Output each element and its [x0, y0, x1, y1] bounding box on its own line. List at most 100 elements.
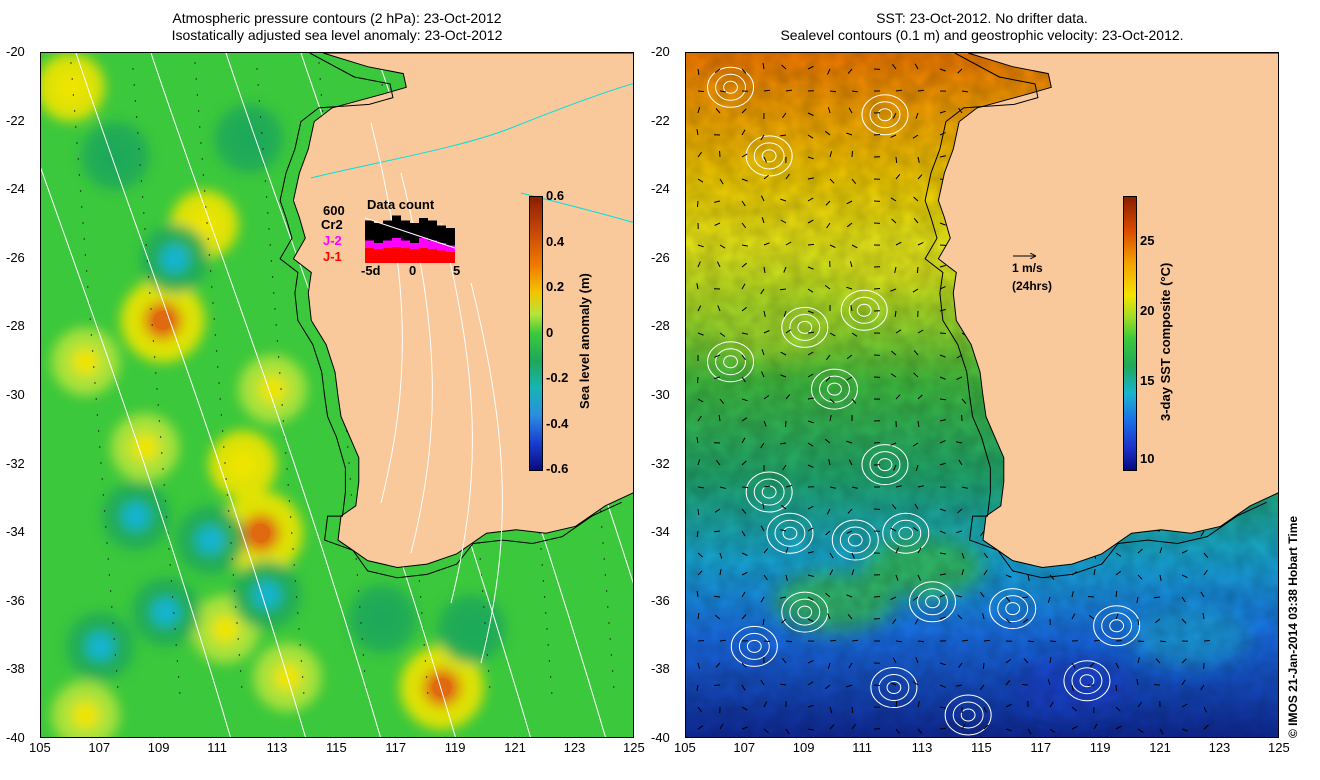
right-lat-tick-10: -40 [651, 730, 670, 745]
sea-level-eddy-14-20 [989, 588, 1037, 630]
sea-level-eddy-11-20 [730, 625, 778, 667]
right-lat-tick-7: -34 [651, 524, 670, 540]
velocity-legend-speed: 1 m/s [1012, 261, 1043, 275]
sla-colorbar-tick-1: 0.4 [546, 233, 565, 249]
sea-level-anomaly-canvas [41, 53, 633, 737]
sea-level-eddy-1-20 [861, 94, 909, 136]
left-lon-tick-9: 123 [563, 740, 586, 755]
data-count-x-end: 5 [453, 263, 461, 278]
right-lon-tick-10: 125 [1268, 740, 1290, 755]
data-count-x-start: -5d [361, 263, 381, 278]
left-lat-tick-6: -32 [6, 455, 25, 471]
sea-level-eddy-8-20 [831, 519, 879, 561]
sea-level-eddy-8-6 [847, 533, 863, 547]
right-lat-tick-2: -24 [651, 181, 670, 197]
right-lat-tick-8: -36 [651, 592, 670, 608]
data-count-title: Data count [367, 197, 435, 212]
sla-core-7 [258, 374, 287, 404]
right-lat-tick-5: -30 [651, 387, 670, 402]
sea-level-eddy-13-6 [1079, 674, 1095, 688]
sea-level-eddy-14-13 [997, 595, 1029, 623]
sst-canvas [686, 53, 1278, 737]
right-lon-tick-5: 115 [971, 740, 992, 755]
data-count-inset: Data count 600 Cr2 J-2 J-1 -5d 0 5 [319, 193, 469, 283]
sea-level-eddy-12-20 [909, 581, 957, 623]
left-lon-tick-7: 119 [444, 740, 466, 755]
sea-level-eddy-5-13 [819, 375, 850, 403]
data-count-max-label: 600 [323, 203, 345, 218]
right-lat-tick-3: -26 [651, 249, 670, 265]
sea-level-eddy-13-20 [1063, 660, 1111, 702]
sea-level-eddy-15-13 [1101, 612, 1133, 640]
sea-level-eddy-16-20 [861, 444, 909, 486]
right-lon-tick-0: 105 [674, 740, 696, 755]
left-lat-tick-1: -22 [6, 112, 25, 128]
count-bar-j1-6 [419, 248, 428, 263]
left-title-line1: Atmospheric pressure contours (2 hPa): 2… [172, 10, 502, 26]
sea-level-eddy-6-6 [723, 355, 738, 369]
pressure-contour-0 [41, 167, 231, 737]
sea-level-eddy-4-20 [840, 289, 888, 331]
sla-colorbar-tick-6: -0.6 [546, 461, 569, 476]
sea-level-eddy-19-6 [960, 708, 976, 722]
sea-level-eddy-19-13 [952, 701, 984, 729]
sla-core-16 [151, 597, 181, 627]
sla-colorbar [529, 196, 543, 471]
sla-feature-3 [41, 53, 105, 122]
australia-land-sst [937, 53, 1278, 569]
count-trend-line [365, 217, 456, 249]
sea-level-eddy-5-20 [811, 368, 858, 410]
sla-colorbar-tick-4: -0.2 [546, 370, 569, 385]
left-lat-tick-3: -26 [6, 249, 25, 265]
sla-core-12 [160, 244, 189, 274]
count-bar-j1-7 [428, 249, 437, 263]
sea-level-eddy-6-20 [707, 341, 755, 383]
sea-level-eddy-4-6 [856, 303, 872, 317]
sla-center-2 [432, 678, 452, 698]
series-label-cr2: Cr2 [321, 217, 343, 232]
left-lon-tick-1: 107 [88, 740, 111, 755]
right-lat-tick-0: -20 [651, 44, 670, 59]
right-lat-tick-9: -38 [651, 661, 670, 677]
sla-core-20 [368, 604, 397, 634]
sla-center-0 [153, 311, 173, 331]
count-bar-j1-2 [383, 248, 392, 263]
sea-level-eddy-16-13 [869, 451, 901, 479]
count-bar-j1-4 [401, 248, 410, 263]
sea-level-eddy-14-6 [1005, 602, 1021, 616]
left-lat-tick-2: -24 [6, 181, 25, 197]
sea-level-eddy-2-20 [745, 135, 793, 177]
cyan-boundary-1 [310, 83, 633, 179]
sea-level-eddy-10-6 [797, 605, 813, 619]
right-lat-tick-6: -32 [651, 455, 670, 471]
land-contour-0 [370, 122, 403, 504]
sea-level-eddy-11-13 [738, 632, 770, 660]
left-lon-tick-4: 113 [266, 740, 288, 755]
right-lon-tick-1: 107 [733, 740, 756, 755]
left-lon-tick-2: 109 [147, 740, 170, 755]
sst-colorbar [1123, 196, 1137, 471]
sea-level-eddy-0-20 [707, 66, 755, 108]
sea-level-eddy-9-6 [898, 526, 914, 540]
sea-level-eddy-17-20 [766, 512, 814, 554]
left-lat-tick-8: -36 [6, 592, 25, 608]
sea-level-eddy-2-13 [753, 142, 785, 170]
imos-credit: © IMOS 21-Jan-2014 03:38 Hobart Time [1286, 515, 1300, 738]
sea-level-eddy-18-20 [870, 667, 918, 709]
sla-colorbar-label: Sea level anomaly (m) [577, 273, 592, 409]
right-title-line2: Sealevel contours (0.1 m) and geostrophi… [780, 27, 1184, 43]
series-label-j1: J-1 [323, 249, 342, 264]
sea-level-eddy-10-13 [789, 598, 821, 626]
sea-level-eddy-15-20 [1093, 605, 1141, 647]
sst-colorbar-tick-2: 15 [1140, 373, 1155, 388]
sla-core-15 [86, 632, 115, 661]
left-lat-tick-9: -38 [6, 661, 25, 677]
sea-level-eddy-8-13 [839, 526, 871, 554]
sla-core-13 [121, 501, 151, 531]
sla-core-9 [71, 347, 100, 377]
shelf-contour-sst [924, 53, 1267, 579]
velocity-legend-duration: (24hrs) [1012, 279, 1053, 293]
sst-colorbar-tick-0: 25 [1140, 233, 1155, 248]
right-lon-tick-4: 113 [911, 740, 933, 755]
sea-level-eddy-9-20 [882, 512, 930, 554]
